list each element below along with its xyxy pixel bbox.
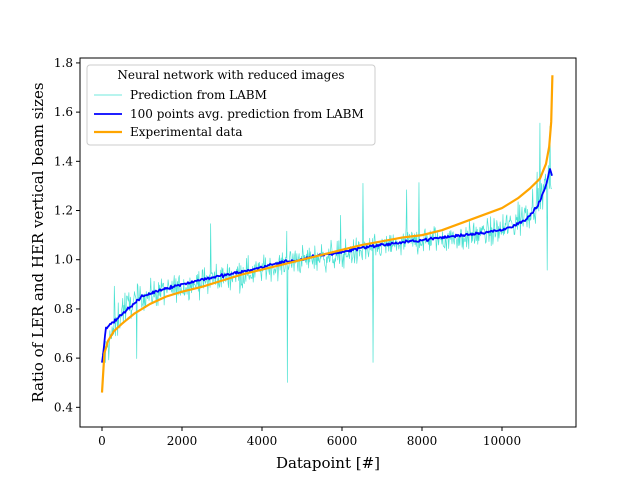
series-line-2 (100, 75, 554, 393)
series-layer (100, 75, 554, 393)
y-tick-label: 1.2 (54, 204, 73, 218)
x-tick-label: 2000 (167, 434, 198, 448)
legend-label-experimental: Experimental data (130, 125, 243, 139)
y-axis-label: Ratio of LER and HER vertical beam sizes (29, 82, 47, 402)
y-tick-label: 0.6 (54, 351, 73, 365)
x-axis-label: Datapoint [#] (276, 454, 380, 472)
legend-title: Neural network with reduced images (117, 68, 344, 82)
y-tick-label: 1.4 (54, 154, 73, 168)
x-tick-label: 8000 (407, 434, 438, 448)
x-tick-label: 4000 (247, 434, 278, 448)
y-tick-label: 1.6 (54, 105, 73, 119)
legend-label-prediction: Prediction from LABM (130, 88, 267, 102)
x-tick-label: 0 (98, 434, 106, 448)
series-line-0 (101, 122, 552, 383)
legend-label-average: 100 points avg. prediction from LABM (130, 107, 364, 121)
y-tick-label: 1.8 (54, 56, 73, 70)
legend-box (86, 64, 376, 146)
legend: Neural network with reduced images Predi… (86, 64, 376, 146)
y-tick-label: 1.0 (54, 253, 73, 267)
axes: 0 2000 4000 6000 8000 10000 0.4 0.6 0.8 1.0 1.2 1.4… (54, 56, 521, 448)
y-tick-label: 0.4 (54, 400, 73, 414)
plot-frame (79, 57, 577, 428)
y-tick-label: 0.8 (54, 302, 73, 316)
x-tick-label: 10000 (483, 434, 521, 448)
x-tick-label: 6000 (327, 434, 358, 448)
